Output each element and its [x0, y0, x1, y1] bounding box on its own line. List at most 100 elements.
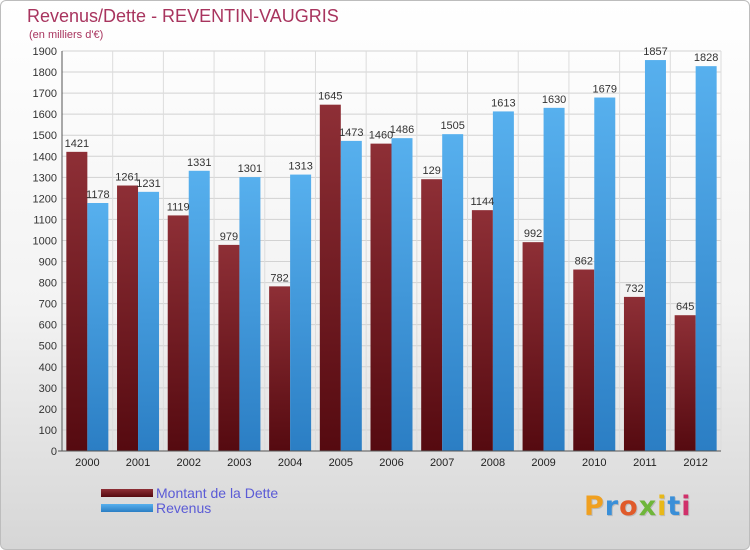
- x-tick-label: 2005: [329, 457, 353, 469]
- revenue-value-label: 1301: [238, 163, 262, 175]
- logo-letter: r: [604, 491, 620, 522]
- debt-bar: [522, 242, 544, 451]
- x-tick-label: 2002: [176, 457, 200, 469]
- x-tick-label: 2008: [481, 457, 505, 469]
- y-tick-label: 600: [39, 320, 57, 332]
- debt-value-label: 782: [270, 272, 288, 284]
- y-tick-label: 400: [39, 362, 57, 374]
- debt-bar: [66, 151, 88, 451]
- debt-bar: [117, 185, 139, 452]
- revenue-value-label: 1505: [440, 120, 464, 132]
- legend-label-debt: Montant de la Dette: [156, 485, 279, 501]
- revenue-bar: [644, 60, 666, 451]
- debt-value-label: 1421: [65, 138, 89, 150]
- revenue-bar: [442, 134, 464, 451]
- debt-value-label: 1119: [167, 201, 190, 213]
- debt-value-label: 732: [625, 283, 643, 295]
- y-tick-label: 900: [39, 257, 57, 269]
- y-tick-label: 500: [39, 341, 57, 353]
- y-tick-label: 0: [51, 446, 57, 458]
- x-tick-label: 2001: [126, 457, 150, 469]
- debt-value-label: 862: [575, 256, 593, 268]
- y-tick-label: 200: [39, 404, 57, 416]
- x-tick-label: 2004: [278, 457, 302, 469]
- debt-bar: [421, 179, 443, 452]
- revenue-bar: [290, 174, 312, 451]
- revenue-bar: [188, 170, 210, 451]
- debt-value-label: 1261: [115, 172, 139, 184]
- logo-letter: x: [638, 491, 658, 522]
- revenue-value-label: 1857: [643, 46, 667, 58]
- revenue-value-label: 1630: [542, 94, 566, 106]
- debt-value-label: 1144: [471, 196, 495, 208]
- revenue-value-label: 1331: [187, 157, 211, 169]
- revenue-value-label: 1613: [491, 97, 515, 109]
- revenue-value-label: 1486: [390, 124, 414, 136]
- legend-item-revenue: Revenus: [101, 501, 361, 516]
- debt-value-label: 1460: [369, 130, 393, 142]
- revenue-value-label: 1231: [136, 178, 160, 190]
- debt-value-label: 129: [423, 165, 441, 177]
- revenue-value-label: 1178: [86, 189, 110, 201]
- revenue-bar: [138, 191, 160, 451]
- debt-bar: [674, 315, 696, 451]
- legend: Montant de la Dette Revenus: [101, 486, 361, 516]
- revenue-bar: [391, 138, 413, 451]
- legend-swatch-revenue: [101, 504, 153, 512]
- debt-value-label: 992: [524, 228, 542, 240]
- y-tick-label: 700: [39, 299, 57, 311]
- revenue-bar: [340, 140, 362, 452]
- chart-title: Revenus/Dette - REVENTIN-VAUGRIS: [27, 6, 339, 26]
- debt-bar: [623, 296, 645, 451]
- chart-subtitle: (en milliers d'€): [29, 29, 104, 41]
- y-tick-label: 1300: [33, 172, 57, 184]
- x-tick-label: 2007: [430, 457, 454, 469]
- debt-bar: [471, 210, 493, 451]
- revenue-value-label: 1473: [339, 127, 363, 139]
- y-tick-label: 1200: [33, 193, 57, 205]
- y-tick-label: 1500: [33, 130, 57, 142]
- x-tick-label: 2010: [582, 457, 606, 469]
- logo-letter: t: [667, 491, 682, 522]
- legend-swatch-debt: [101, 489, 153, 497]
- logo-letter: P: [584, 491, 605, 522]
- x-tick-label: 2012: [683, 457, 707, 469]
- x-tick-label: 2006: [379, 457, 403, 469]
- revenue-value-label: 1313: [288, 161, 312, 173]
- x-tick-label: 2011: [633, 457, 657, 469]
- logo-letter: i: [657, 491, 668, 522]
- proxiti-logo: Proxiti: [584, 491, 692, 522]
- logo-letter: o: [619, 491, 639, 522]
- y-tick-label: 1100: [33, 214, 57, 226]
- revenue-value-label: 1828: [694, 52, 718, 64]
- debt-bar: [167, 215, 189, 451]
- logo-letter: i: [681, 491, 692, 522]
- revenue-bar: [492, 111, 514, 451]
- y-tick-label: 100: [39, 425, 57, 437]
- debt-bar: [218, 244, 240, 451]
- revenue-bar: [594, 97, 616, 452]
- x-tick-label: 2003: [227, 457, 251, 469]
- y-tick-label: 1000: [33, 235, 57, 247]
- y-tick-label: 1700: [33, 88, 57, 100]
- legend-item-debt: Montant de la Dette: [101, 486, 361, 501]
- revenue-bar: [239, 177, 261, 451]
- x-tick-label: 2000: [75, 457, 99, 469]
- debt-bar: [573, 269, 595, 451]
- y-tick-label: 1800: [33, 67, 57, 79]
- y-tick-label: 1900: [33, 46, 57, 58]
- debt-bar: [319, 104, 341, 452]
- y-tick-label: 800: [39, 278, 57, 290]
- debt-value-label: 1645: [318, 91, 342, 103]
- legend-label-revenue: Revenus: [156, 500, 212, 516]
- y-tick-label: 300: [39, 383, 57, 395]
- x-tick-label: 2009: [531, 457, 555, 469]
- debt-value-label: 645: [676, 301, 694, 313]
- revenue-bar: [695, 66, 717, 451]
- debt-bar: [269, 286, 291, 451]
- debt-bar: [370, 143, 392, 451]
- revenue-bar: [87, 203, 109, 451]
- revenue-value-label: 1679: [593, 84, 617, 96]
